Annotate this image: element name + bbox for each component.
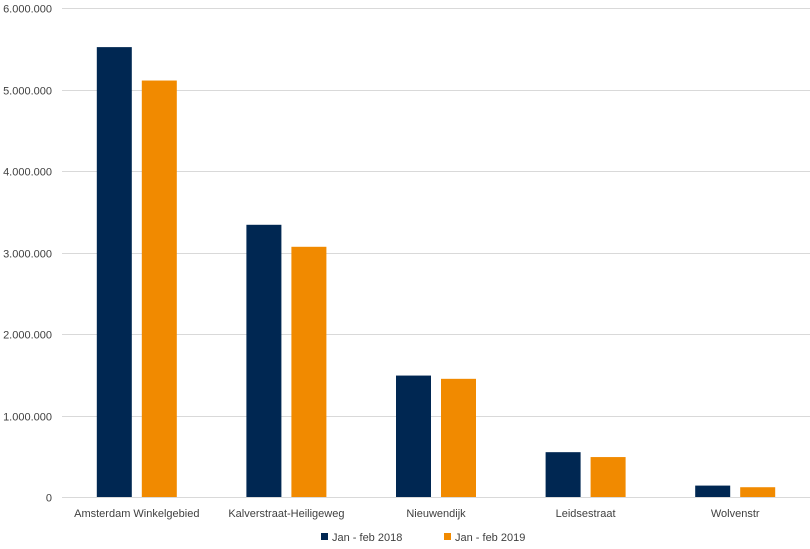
bar-2019-4 [740, 487, 776, 497]
bar-2018-3 [545, 452, 581, 497]
bars [96, 47, 776, 498]
x-category-label: Leidsestraat [556, 508, 616, 520]
legend-label: Jan - feb 2019 [455, 532, 525, 544]
legend: Jan - feb 2018 Jan - feb 2019 [321, 532, 525, 544]
bar-2019-2 [441, 378, 476, 497]
bar-2019-0 [141, 80, 177, 497]
bar-2018-1 [246, 224, 282, 498]
bar-2018-4 [695, 485, 731, 497]
y-tick-label: 6.000.000 [3, 4, 52, 16]
y-tick-label: 0 [46, 493, 52, 505]
y-tick-label: 1.000.000 [3, 412, 52, 424]
y-axis-tick-labels: 0 1.000.000 2.000.000 3.000.000 4.000.000 5.0… [3, 4, 52, 505]
bar-2018-0 [96, 47, 132, 498]
x-axis-category-labels: Amsterdam Winkelgebied Kalverstraat-Heili… [74, 508, 760, 520]
bar-2019-1 [291, 246, 327, 497]
x-category-label: Kalverstraat-Heiligeweg [228, 508, 344, 520]
bar-2018-2 [396, 375, 431, 497]
y-tick-label: 4.000.000 [3, 167, 52, 179]
y-tick-label: 2.000.000 [3, 330, 52, 342]
legend-swatch [321, 533, 328, 540]
y-tick-label: 5.000.000 [3, 86, 52, 98]
gridlines [62, 8, 810, 498]
x-category-label: Nieuwendijk [406, 508, 466, 520]
bar-2019-3 [590, 457, 626, 497]
legend-swatch [444, 533, 451, 540]
x-category-label: Amsterdam Winkelgebied [74, 508, 199, 520]
x-category-label: Wolvenstr [711, 508, 760, 520]
y-tick-label: 3.000.000 [3, 249, 52, 261]
legend-label: Jan - feb 2018 [332, 532, 402, 544]
